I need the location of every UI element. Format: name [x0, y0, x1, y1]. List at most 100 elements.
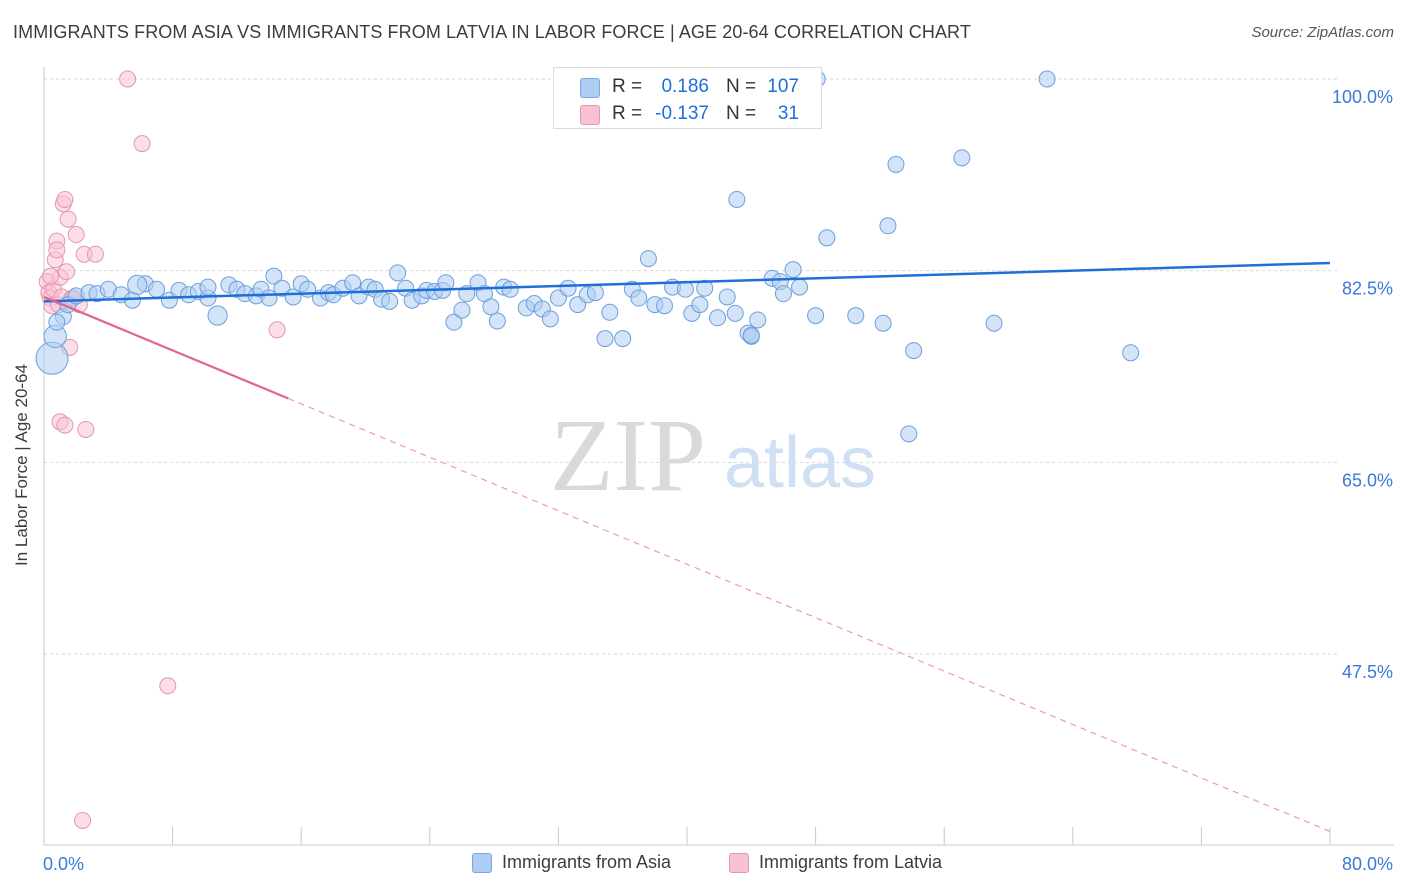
- latvia-point: [48, 241, 66, 259]
- asia-point: [784, 261, 802, 279]
- legend-swatch-latvia: [729, 852, 749, 873]
- asia-point: [726, 304, 744, 322]
- stats-row-latvia: R = -0.137 N = 31: [554, 101, 821, 127]
- tick-labels: 47.5% 65.0% 82.5% 100.0% 0.0% 80.0%: [43, 87, 1393, 874]
- stats-n-label: N =: [726, 103, 757, 124]
- legend-swatch-asia: [472, 852, 492, 873]
- asia-point: [389, 264, 407, 282]
- stats-r-label: R =: [612, 103, 643, 124]
- asia-point: [586, 284, 604, 302]
- stats-n-label: N =: [726, 76, 757, 97]
- asia-point: [953, 149, 971, 167]
- legend-item-asia[interactable]: Immigrants from Asia: [472, 852, 671, 873]
- y-axis-label: In Labor Force | Age 20-64: [12, 364, 31, 566]
- asia-point: [630, 289, 648, 307]
- asia-point: [596, 330, 614, 348]
- asia-point: [639, 250, 657, 268]
- asia-point: [614, 330, 632, 348]
- latvia-point: [56, 416, 74, 434]
- legend-item-latvia[interactable]: Immigrants from Latvia: [729, 852, 942, 873]
- asia-point: [691, 296, 709, 314]
- stats-swatch-asia: [580, 78, 600, 98]
- asia-point: [48, 313, 66, 331]
- y-tick-label: 65.0%: [1342, 470, 1393, 490]
- y-tick-label: 82.5%: [1342, 279, 1393, 299]
- stats-legend: R = 0.186 N = 107 R = -0.137 N = 31: [553, 67, 822, 129]
- asia-point: [148, 280, 166, 298]
- asia-point: [905, 342, 923, 360]
- stats-n-value: 107: [767, 76, 799, 97]
- latvia-point: [56, 190, 74, 208]
- asia-point: [273, 279, 291, 297]
- asia-point: [847, 307, 865, 325]
- latvia-point: [133, 135, 151, 153]
- asia-point: [655, 297, 673, 315]
- chart-source: Source: ZipAtlas.com: [1251, 24, 1394, 41]
- chart-title: IMMIGRANTS FROM ASIA VS IMMIGRANTS FROM …: [13, 22, 971, 42]
- asia-point: [879, 217, 897, 235]
- latvia-point: [58, 263, 76, 281]
- asia-point: [501, 280, 519, 298]
- stats-r-label: R =: [612, 76, 643, 97]
- asia-point: [127, 274, 148, 296]
- asia-point: [482, 298, 500, 316]
- asia-point: [207, 305, 228, 326]
- trend-line-latvia: [43, 295, 289, 400]
- latvia-point: [159, 677, 177, 695]
- watermark-atlas: atlas: [724, 423, 876, 503]
- asia-point: [1038, 70, 1056, 88]
- series-latvia-points: [38, 70, 286, 829]
- asia-point: [696, 279, 714, 297]
- asia-point: [807, 307, 825, 325]
- trend-lines: [43, 261, 1331, 832]
- watermark-zip: ZIP: [550, 398, 706, 513]
- latvia-point: [41, 267, 59, 285]
- stats-swatch-latvia: [580, 105, 600, 125]
- latvia-point: [119, 70, 137, 88]
- grid-lines: [44, 78, 1340, 655]
- asia-point: [774, 285, 792, 303]
- stats-n-value: 31: [777, 103, 799, 124]
- latvia-point: [86, 245, 104, 263]
- asia-point: [728, 190, 746, 208]
- asia-point: [437, 274, 455, 292]
- latvia-point: [67, 226, 85, 244]
- bottom-legend: Immigrants from Asia Immigrants from Lat…: [0, 852, 1406, 878]
- asia-point: [199, 278, 217, 296]
- asia-point: [488, 312, 506, 330]
- asia-point: [900, 425, 918, 443]
- asia-point: [559, 279, 577, 297]
- asia-point: [265, 267, 283, 285]
- asia-point: [985, 314, 1003, 332]
- asia-point: [381, 292, 399, 310]
- axes: [43, 67, 1394, 846]
- asia-point: [445, 313, 463, 331]
- stats-row-asia: R = 0.186 N = 107: [554, 74, 821, 100]
- x-tick-label: 0.0%: [43, 854, 84, 874]
- legend-label-latvia: Immigrants from Latvia: [759, 852, 943, 872]
- asia-point: [709, 309, 727, 327]
- asia-point: [887, 155, 905, 173]
- watermark: ZIP atlas: [550, 398, 876, 513]
- asia-point: [742, 326, 760, 344]
- asia-point: [676, 280, 694, 298]
- stats-r-value: -0.137: [655, 103, 709, 124]
- latvia-point: [268, 321, 286, 339]
- asia-point: [453, 301, 471, 319]
- asia-point: [874, 314, 892, 332]
- asia-point: [601, 303, 619, 321]
- latvia-point: [77, 420, 95, 438]
- legend-label-asia: Immigrants from Asia: [502, 852, 672, 872]
- y-tick-label: 47.5%: [1342, 662, 1393, 682]
- asia-point: [818, 229, 836, 247]
- y-tick-label: 100.0%: [1332, 87, 1393, 107]
- latvia-point: [59, 210, 77, 228]
- asia-point: [718, 288, 736, 306]
- latvia-point: [74, 811, 92, 829]
- asia-point: [1122, 344, 1140, 362]
- stats-r-value: 0.186: [661, 76, 709, 97]
- asia-point: [791, 278, 809, 296]
- asia-point: [541, 310, 559, 328]
- trend-line-asia: [43, 261, 1331, 303]
